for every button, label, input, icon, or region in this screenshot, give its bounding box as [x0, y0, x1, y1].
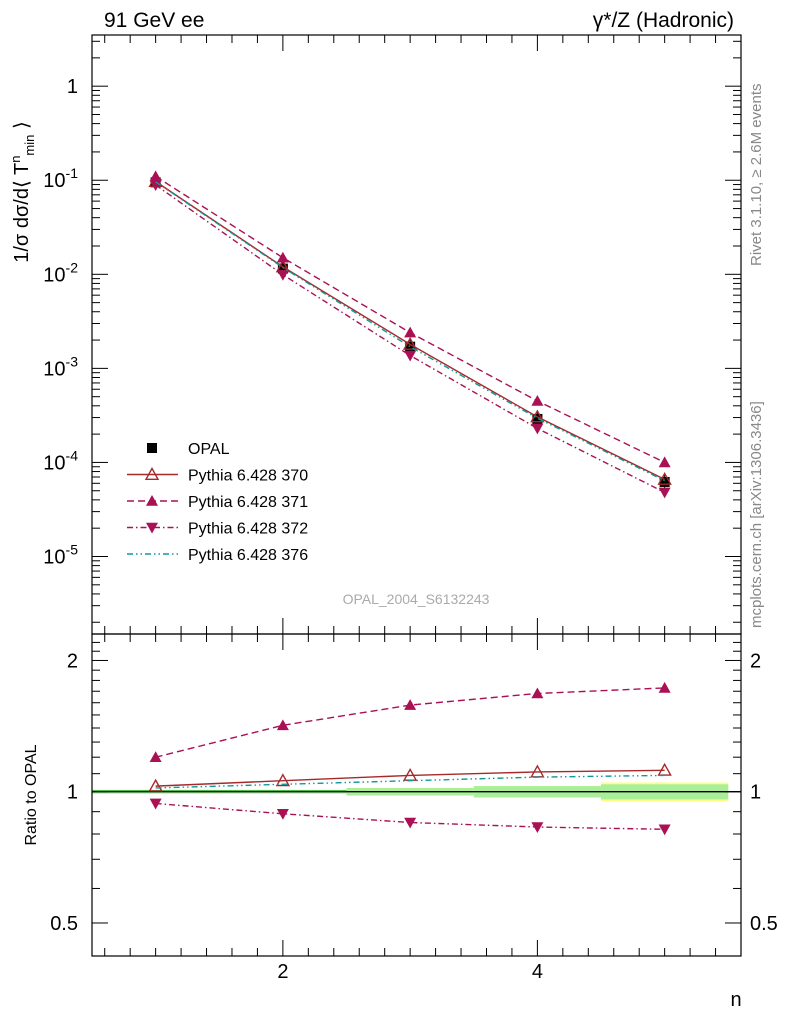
ratio-series-marker	[276, 808, 289, 820]
main-tick-labels: 1 10-1 10-2 10-3 10-4 10-5	[43, 76, 78, 568]
main-y-label-text: 1/σ dσ/d⟨ T	[11, 163, 33, 263]
legend-entry-label: Pythia 6.428 376	[188, 547, 308, 564]
series-marker	[531, 423, 544, 435]
x-tick-label: 2	[277, 961, 288, 983]
series-line	[155, 175, 665, 464]
legend-marker-opal	[147, 443, 157, 453]
legend-entry-label: Pythia 6.428 371	[188, 494, 308, 511]
series-marker	[149, 170, 162, 182]
main-y-axis-label: 1/σ dσ/d⟨ Tnmin ⟩	[8, 121, 37, 263]
ratio-series-line	[155, 687, 665, 758]
legend-marker	[146, 522, 158, 534]
ratio-series-line	[155, 769, 665, 787]
series-marker	[404, 350, 417, 362]
main-y-tick-label-exponent: -3	[66, 353, 79, 369]
ratio-series-marker	[148, 778, 163, 792]
legend-entry-label: Pythia 6.428 372	[188, 521, 308, 538]
legend-entry-label: OPAL	[188, 441, 230, 458]
main-series	[148, 170, 672, 499]
main-y-tick-label: 1	[67, 76, 78, 98]
main-y-tick-label: 10-2	[43, 259, 78, 286]
ratio-series-marker	[531, 687, 544, 699]
series-marker	[658, 487, 671, 499]
main-y-tick-label: 10-4	[43, 447, 78, 474]
ratio-y-tick-label-right: 2	[750, 650, 761, 672]
ratio-series-marker	[658, 681, 671, 693]
series-marker	[657, 471, 672, 485]
main-ticks	[92, 35, 741, 634]
ratio-y-tick-label-right: 0.5	[750, 913, 778, 935]
main-y-tick-label-exponent: -1	[66, 165, 79, 181]
ratio-y-tick-label-right: 1	[750, 782, 761, 804]
main-frame	[91, 34, 742, 635]
opal-point	[405, 341, 416, 352]
opal-point	[659, 476, 670, 487]
ratio-series-marker	[404, 699, 417, 710]
legend-marker	[144, 467, 160, 480]
legend: OPAL Pythia 6.428 370 Pythia 6.428 371 Pyth…	[127, 441, 308, 564]
ratio-series	[92, 681, 741, 836]
main-y-tick-label: 10-3	[43, 353, 78, 380]
legend-entry-label: Pythia 6.428 370	[188, 468, 308, 485]
ratio-series-marker	[531, 822, 544, 834]
opal-point	[277, 263, 288, 274]
ratio-series-marker	[149, 751, 162, 762]
ratio-y-tick-label-left: 2	[67, 650, 78, 672]
x-axis-label: n	[730, 989, 741, 1011]
main-y-tick-label: 10-1	[43, 165, 78, 192]
series-line	[155, 181, 665, 482]
series-marker	[404, 326, 417, 338]
ratio-frame	[91, 633, 742, 957]
main-y-tick-label-exponent: -2	[66, 259, 79, 275]
ratio-y-tick-label-left: 0.5	[50, 913, 78, 935]
ratio-series-line	[155, 774, 665, 789]
ratio-series-marker	[657, 762, 672, 776]
series-marker	[149, 180, 162, 192]
title-left: 91 GeV ee	[104, 9, 205, 32]
ratio-ticks	[92, 634, 741, 956]
main-y-tick-label-exponent: -5	[66, 541, 79, 557]
ratio-series-marker	[404, 817, 417, 829]
legend-marker	[146, 495, 158, 506]
ratio-tick-labels: 0.5 0.5 1 1 2 2 2 4	[50, 650, 778, 983]
main-y-tick-label: 10-5	[43, 541, 78, 568]
series-marker	[658, 456, 671, 468]
main-y-label-sub: min	[22, 135, 37, 156]
ratio-series-marker	[658, 824, 671, 836]
series-marker	[276, 251, 289, 263]
main-y-tick-label-exponent: -4	[66, 447, 79, 463]
main-y-label-tail: ⟩	[11, 121, 33, 134]
ratio-series-marker	[276, 719, 289, 731]
ratio-y-tick-label-left: 1	[67, 782, 78, 804]
title-right: γ*/Z (Hadronic)	[592, 9, 734, 32]
main-y-label-sup: n	[8, 156, 23, 163]
x-tick-label: 4	[532, 961, 543, 983]
series-line	[155, 180, 665, 481]
ratio-series-line	[155, 802, 665, 831]
ratio-series-marker	[149, 798, 162, 810]
series-marker	[276, 269, 289, 281]
ratio-series-marker	[275, 773, 291, 787]
ratio-plot: 0.5 0.5 1 1 2 2 2 4 Ratio to OPAL n	[23, 633, 778, 1011]
ratio-y-axis-label: Ratio to OPAL	[23, 744, 40, 845]
main-plot: 110-110-210-310-410-5 1/σ dσ/d⟨ Tnmin ⟩ …	[8, 34, 742, 635]
watermark: OPAL_2004_S6132243	[343, 591, 490, 607]
series-marker	[531, 394, 544, 406]
opal-point	[532, 413, 543, 424]
series-marker	[402, 336, 418, 350]
